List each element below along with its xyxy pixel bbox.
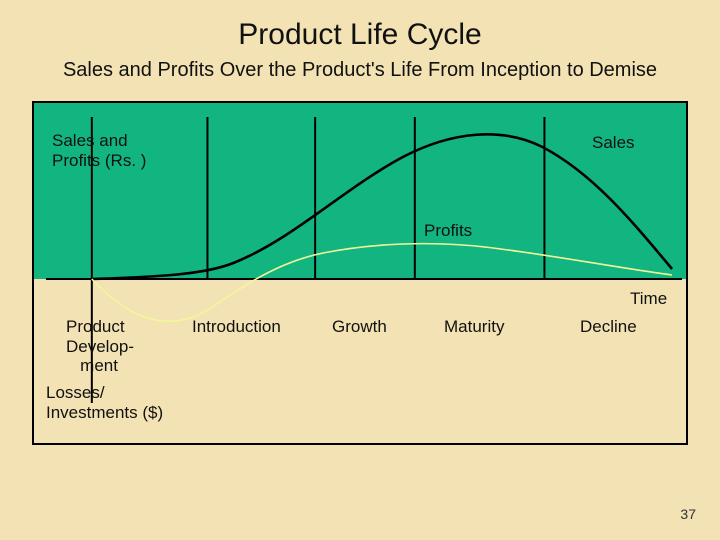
phase-dividers: [207, 117, 544, 279]
losses-label: Losses/ Investments ($): [46, 383, 163, 422]
profits-curve: [92, 244, 672, 322]
stage-label-maturity: Maturity: [444, 317, 504, 337]
sales-label: Sales: [592, 133, 635, 153]
sales-curve: [92, 134, 672, 279]
profits-label: Profits: [424, 221, 472, 241]
chart-area: Sales and Profits (Rs. ) Sales Profits T…: [32, 101, 688, 445]
page-subtitle: Sales and Profits Over the Product's Lif…: [0, 58, 720, 95]
page-title: Product Life Cycle: [0, 0, 720, 58]
time-label: Time: [630, 289, 667, 309]
stage-label-development: Product Develop- ment: [66, 317, 134, 376]
y-axis-label: Sales and Profits (Rs. ): [52, 131, 146, 170]
stage-label-growth: Growth: [332, 317, 387, 337]
stage-label-decline: Decline: [580, 317, 637, 337]
page-number: 37: [680, 506, 696, 522]
stage-label-introduction: Introduction: [192, 317, 281, 337]
